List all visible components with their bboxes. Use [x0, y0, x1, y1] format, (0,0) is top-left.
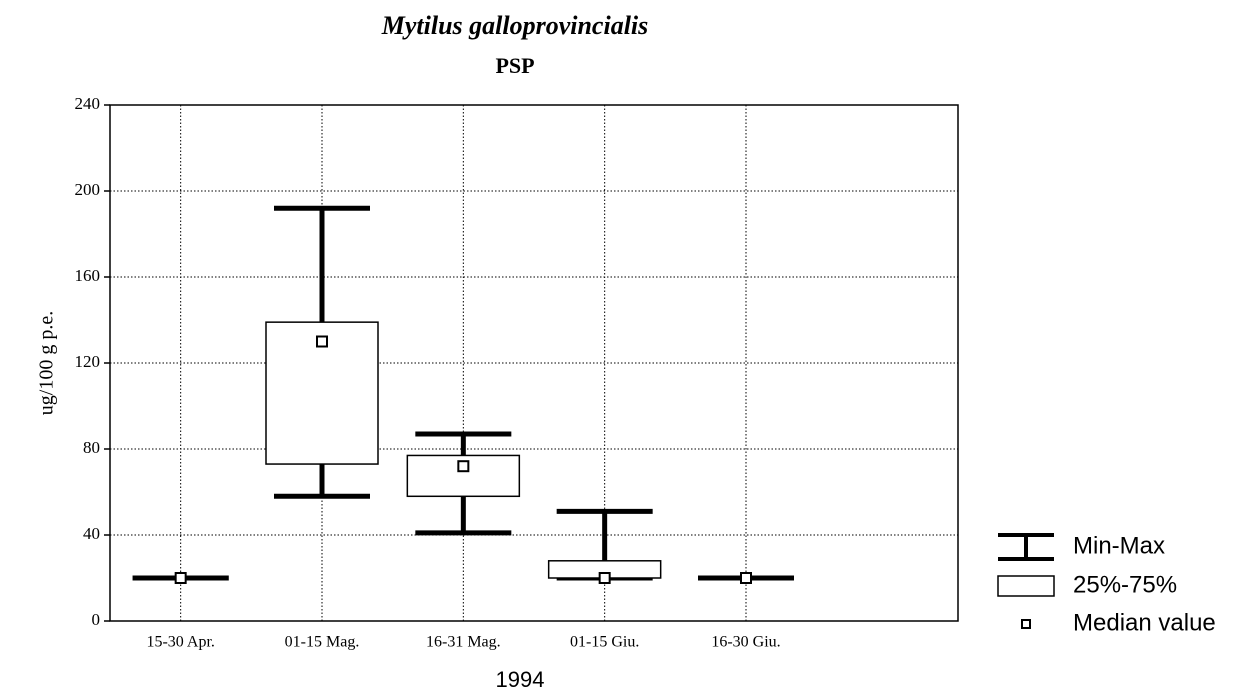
- y-tick-label: 200: [75, 180, 101, 199]
- legend-label: 25%-75%: [1073, 571, 1177, 598]
- y-axis-label: ug/100 g p.e.: [36, 311, 58, 415]
- median-marker: [598, 572, 611, 584]
- y-tick-label: 120: [75, 352, 101, 371]
- legend-label: Median value: [1073, 609, 1216, 636]
- y-tick-label: 0: [92, 610, 101, 629]
- legend-median: [1021, 619, 1031, 629]
- x-axis-label: 1994: [496, 667, 545, 692]
- median-marker: [174, 572, 187, 584]
- chart-subtitle: PSP: [495, 53, 534, 78]
- plot-frame: [109, 104, 959, 622]
- x-tick-label: 01-15 Mag.: [285, 634, 360, 651]
- x-tick-label: 16-30 Giu.: [711, 634, 780, 651]
- legend-label: Min-Max: [1073, 532, 1165, 559]
- x-tick-label: 01-15 Giu.: [570, 634, 639, 651]
- y-tick-label: 40: [83, 524, 100, 543]
- y-tick-label: 240: [75, 94, 101, 113]
- y-tick-label: 160: [75, 266, 101, 285]
- y-tick-label: 80: [83, 438, 100, 457]
- median-marker: [740, 572, 752, 584]
- x-tick-label: 16-31 Mag.: [426, 634, 501, 651]
- median-marker: [457, 460, 470, 473]
- legend-box: [997, 575, 1055, 597]
- chart-title: Mytilus galloprovincialis: [381, 11, 649, 40]
- median-marker: [316, 335, 328, 348]
- x-tick-label: 15-30 Apr.: [146, 634, 214, 651]
